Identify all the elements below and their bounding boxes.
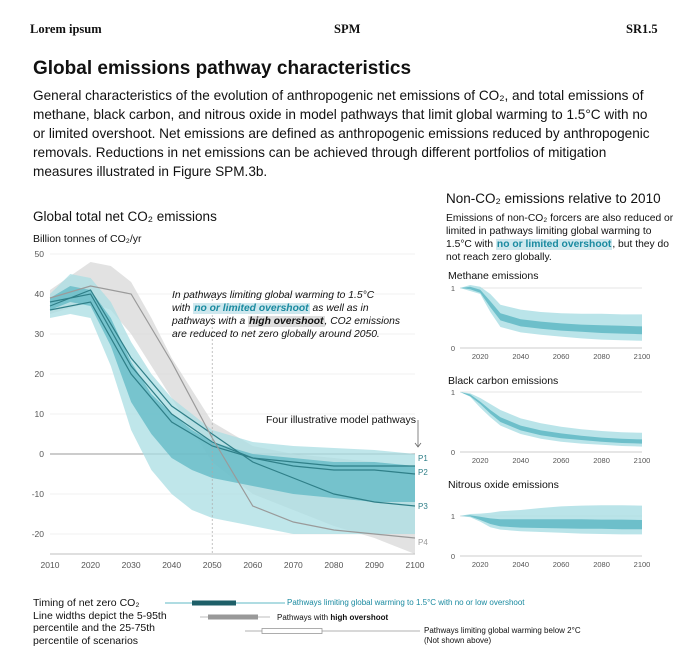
page-title: Global emissions pathway characteristics (33, 58, 412, 79)
y-tick-label: 30 (35, 329, 45, 339)
black-carbon-panel-title: Black carbon emissions (448, 375, 559, 387)
legend-item-high-overshoot: Pathways with high overshoot (277, 613, 388, 622)
y-tick-label: 0 (451, 344, 455, 353)
annotation-line2-pre: with (172, 303, 194, 314)
pathway-line-p3 (49, 289, 416, 507)
pathway-line-p4 (49, 285, 416, 539)
y-tick-label: 40 (35, 289, 45, 299)
x-tick-label: 2080 (593, 352, 610, 361)
x-tick-label: 2080 (593, 456, 610, 465)
legend-item2-bold: high overshoot (330, 613, 389, 622)
legend-line3: percentile and the 25-75th (33, 622, 156, 634)
pathway-label-p3: P3 (418, 502, 428, 511)
y-tick-label: 0 (39, 449, 44, 459)
annotation-line3-pre: pathways with a (172, 316, 249, 327)
pathway-line-p1 (49, 301, 415, 467)
header-right: SR1.5 (626, 22, 658, 36)
legend-line4: percentile of scenarios (33, 634, 139, 647)
annotation-line2-post: as well as in (309, 303, 369, 314)
chart-annotation: In pathways limiting global warming to 1… (172, 289, 412, 341)
x-tick-label: 2080 (324, 560, 343, 570)
x-tick-label: 2020 (472, 456, 489, 465)
y-tick-label: 0 (451, 552, 455, 561)
x-tick-label: 2030 (122, 560, 141, 570)
x-tick-label: 2040 (162, 560, 181, 570)
y-tick-label: 50 (35, 249, 45, 259)
illustrative-pathways-label: Four illustrative model pathways (266, 414, 416, 426)
annotation-line4: are reduced to net zero globally around … (172, 329, 380, 340)
x-tick-label: 2100 (634, 560, 651, 569)
annotation-line3-post: , CO2 emissions (324, 316, 401, 327)
legend-item-no-overshoot: Pathways limiting global warming to 1.5°… (287, 598, 525, 607)
legend-item-2c: Pathways limiting global warming below 2… (424, 626, 581, 645)
annotation-line2-highlight: no or limited overshoot (193, 303, 310, 314)
band-outer (460, 392, 642, 447)
x-tick-label: 2100 (634, 352, 651, 361)
legend-line1: Timing of net zero CO₂ (33, 597, 140, 609)
nonco2-description: Emissions of non-CO₂ forcers are also re… (446, 212, 676, 264)
main-chart-ylabel: Billion tonnes of CO₂/yr (33, 233, 142, 245)
nonco2-desc-post: , but they do not reach zero globally. (446, 239, 670, 263)
main-chart-title: Global total net CO₂ emissions (33, 209, 217, 224)
legend-description: Timing of net zero CO₂ Line widths depic… (33, 597, 167, 647)
pathway-label-p1: P1 (418, 454, 428, 463)
legend-item2-pre: Pathways with (277, 613, 331, 622)
nitrous-oxide-chart: 1 0 2020 2040 2060 2080 2100 (451, 505, 651, 569)
intro-paragraph: General characteristics of the evolution… (33, 88, 650, 179)
legend-item3-line1: Pathways limiting global warming below 2… (424, 626, 581, 635)
nonco2-desc-pre: Emissions of non-CO₂ forcers are also re… (446, 213, 674, 250)
x-tick-label: 2070 (284, 560, 303, 570)
black-carbon-chart: 1 0 2020 2040 2060 2080 2100 (451, 388, 651, 465)
x-tick-label: 2060 (243, 560, 262, 570)
header-left: Lorem ipsum (30, 22, 102, 36)
x-tick-label: 2020 (472, 352, 489, 361)
x-tick-label: 2090 (365, 560, 384, 570)
y-tick-label: -10 (32, 489, 45, 499)
x-tick-label: 2040 (512, 560, 529, 569)
x-tick-label: 2050 (203, 560, 222, 570)
legend-no-overshoot-iqr (192, 600, 236, 606)
pathway-label-p2: P2 (418, 468, 428, 477)
x-tick-label: 2020 (81, 560, 100, 570)
y-tick-label: 10 (35, 409, 45, 419)
no-overshoot-band-25-75 (50, 286, 415, 502)
y-tick-label: 0 (451, 448, 455, 457)
x-tick-label: 2040 (512, 456, 529, 465)
y-tick-label: -20 (32, 529, 45, 539)
nonco2-desc-highlight: no or limited overshoot (495, 239, 613, 250)
band-inner (460, 515, 642, 530)
nonco2-title: Non-CO₂ emissions relative to 2010 (446, 191, 661, 206)
y-tick-label: 1 (451, 388, 455, 397)
legend-item3-line2: (Not shown above) (424, 635, 492, 645)
annotation-line3-highlight: high overshoot (248, 316, 325, 327)
y-tick-label: 1 (451, 512, 455, 521)
x-tick-label: 2100 (634, 456, 651, 465)
x-tick-label: 2060 (553, 456, 570, 465)
band-inner (460, 286, 642, 335)
pathway-label-p4: P4 (418, 538, 428, 547)
x-tick-label: 2060 (553, 560, 570, 569)
x-tick-label: 2020 (472, 560, 489, 569)
annotation-line1: In pathways limiting global warming to 1… (172, 290, 375, 301)
illustrative-arrow (414, 420, 422, 448)
x-tick-label: 2040 (512, 352, 529, 361)
legend-line2: Line widths depict the 5-95th (33, 609, 167, 622)
pathway-line-p2 (49, 293, 416, 475)
legend-high-overshoot-iqr (208, 614, 258, 620)
nitrous-oxide-panel-title: Nitrous oxide emissions (448, 479, 559, 491)
y-tick-label: 1 (451, 284, 455, 293)
x-tick-label: 2060 (553, 352, 570, 361)
band-inner (460, 392, 642, 444)
header-center: SPM (334, 22, 361, 36)
legend-2c-iqr (261, 628, 323, 634)
x-tick-label: 2100 (406, 560, 425, 570)
x-tick-label: 2010 (41, 560, 60, 570)
x-tick-label: 2080 (593, 560, 610, 569)
y-tick-label: 20 (35, 369, 45, 379)
methane-chart: 1 0 2020 2040 2060 2080 2100 (451, 284, 651, 361)
methane-panel-title: Methane emissions (448, 270, 539, 282)
legend-swatches (165, 600, 420, 634)
